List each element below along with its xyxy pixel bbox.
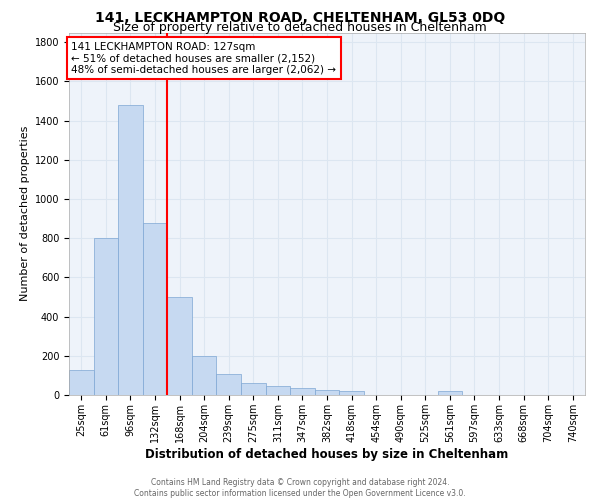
Bar: [143, 222, 167, 395]
Bar: [241, 383, 266, 395]
Bar: [437, 391, 462, 395]
Bar: [290, 388, 315, 395]
Text: Contains HM Land Registry data © Crown copyright and database right 2024.
Contai: Contains HM Land Registry data © Crown c…: [134, 478, 466, 498]
X-axis label: Distribution of detached houses by size in Cheltenham: Distribution of detached houses by size …: [145, 448, 509, 460]
Text: 141 LECKHAMPTON ROAD: 127sqm
← 51% of detached houses are smaller (2,152)
48% of: 141 LECKHAMPTON ROAD: 127sqm ← 51% of de…: [71, 42, 337, 75]
Bar: [69, 370, 94, 395]
Bar: [217, 374, 241, 395]
Bar: [339, 391, 364, 395]
Y-axis label: Number of detached properties: Number of detached properties: [20, 126, 31, 302]
Text: Size of property relative to detached houses in Cheltenham: Size of property relative to detached ho…: [113, 22, 487, 35]
Bar: [192, 356, 217, 395]
Bar: [315, 390, 339, 395]
Bar: [167, 297, 192, 395]
Bar: [266, 386, 290, 395]
Bar: [94, 238, 118, 395]
Bar: [118, 105, 143, 395]
Text: 141, LECKHAMPTON ROAD, CHELTENHAM, GL53 0DQ: 141, LECKHAMPTON ROAD, CHELTENHAM, GL53 …: [95, 11, 505, 25]
